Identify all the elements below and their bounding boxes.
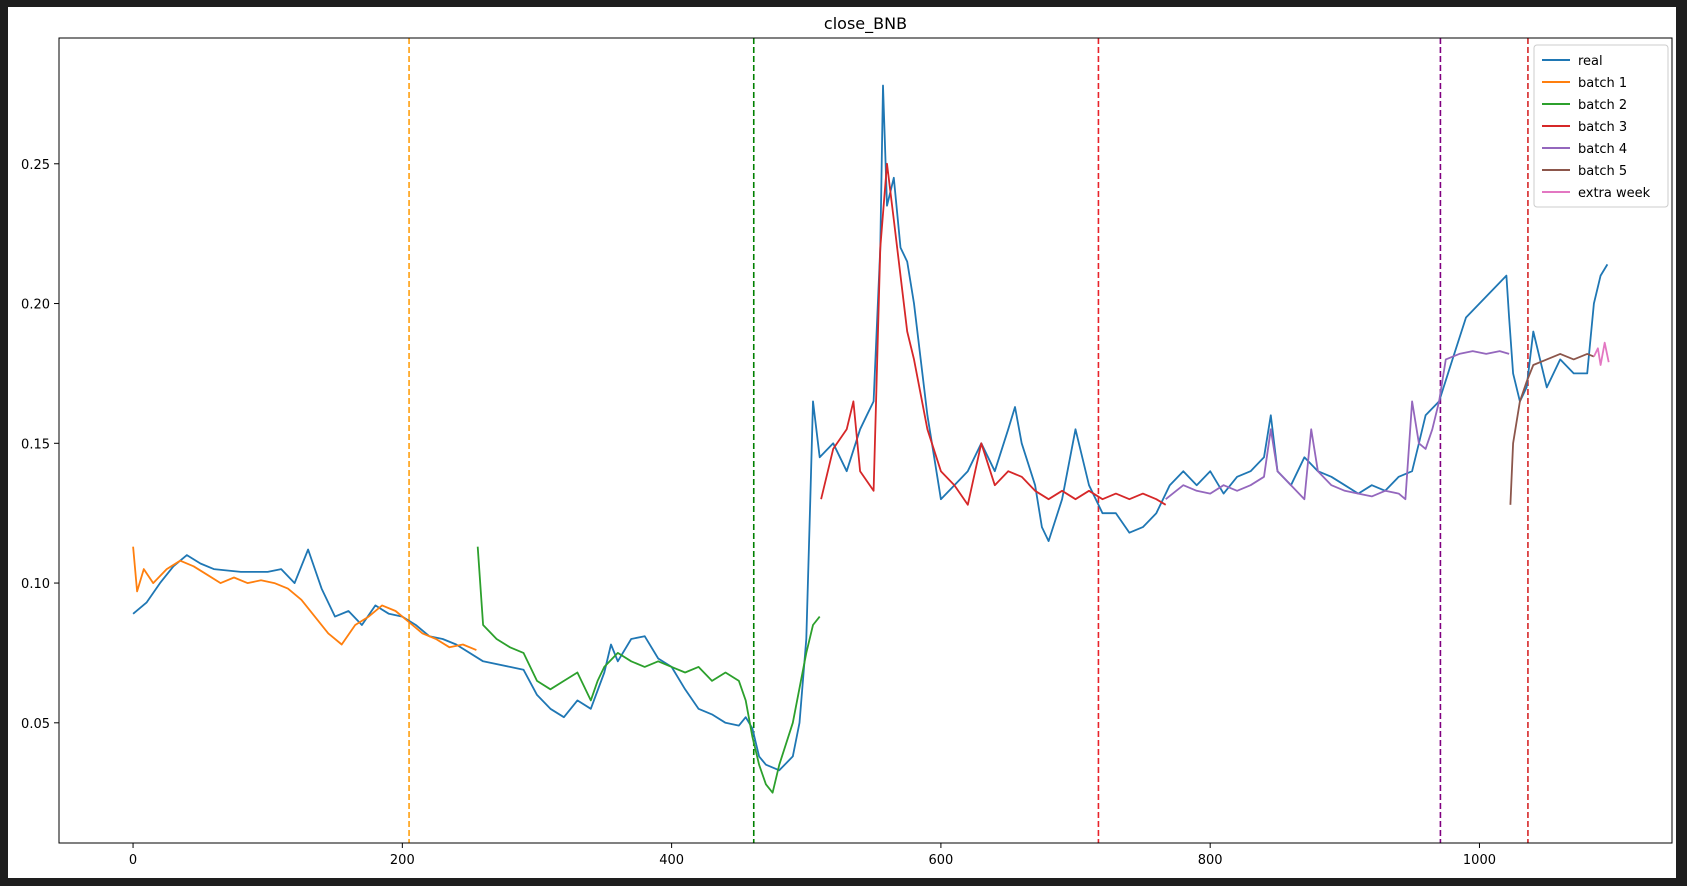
y-tick-label: 0.15	[21, 437, 50, 452]
series-line-batch-3	[820, 162, 1167, 506]
y-tick-label: 0.25	[21, 158, 50, 173]
legend-label: batch 4	[1578, 142, 1627, 157]
batch-boundary-lines	[408, 38, 1529, 843]
x-axis: 0 200 400 600 800 1000	[129, 843, 1496, 868]
legend-label: real	[1578, 54, 1603, 69]
y-tick-label: 0.10	[21, 577, 50, 592]
x-tick-label: 200	[390, 853, 415, 868]
x-tick-label: 400	[659, 853, 684, 868]
line-chart: close_BNB 0 200 400 600 800 1000 0.05 0.10 0.15…	[21, 14, 1673, 868]
legend-label: batch 5	[1578, 164, 1627, 179]
chart-title: close_BNB	[824, 14, 907, 34]
legend: real batch 1 batch 2 batch 3 batch 4 batch 5 e…	[1533, 44, 1669, 208]
y-tick-label: 0.05	[21, 717, 50, 732]
legend-label: extra week	[1578, 186, 1651, 201]
series-group	[132, 84, 1610, 794]
series-line-batch-5	[1509, 353, 1595, 505]
x-tick-label: 800	[1198, 853, 1223, 868]
series-line-batch-2	[476, 546, 821, 794]
legend-box	[1533, 44, 1669, 208]
series-line-batch-4	[1165, 350, 1510, 501]
series-line-real	[132, 84, 1609, 772]
legend-label: batch 2	[1578, 98, 1627, 113]
axes-frame	[58, 37, 1673, 844]
y-axis: 0.05 0.10 0.15 0.20 0.25	[21, 158, 59, 732]
x-tick-label: 0	[129, 853, 137, 868]
series-line-extra-week	[1593, 341, 1610, 366]
y-tick-label: 0.20	[21, 298, 50, 313]
legend-label: batch 3	[1578, 120, 1627, 135]
legend-label: batch 1	[1578, 76, 1627, 91]
x-tick-label: 1000	[1463, 853, 1496, 868]
x-tick-label: 600	[928, 853, 953, 868]
series-line-batch-1	[132, 546, 477, 651]
figure-canvas: close_BNB 0 200 400 600 800 1000 0.05 0.10 0.15…	[8, 7, 1676, 878]
